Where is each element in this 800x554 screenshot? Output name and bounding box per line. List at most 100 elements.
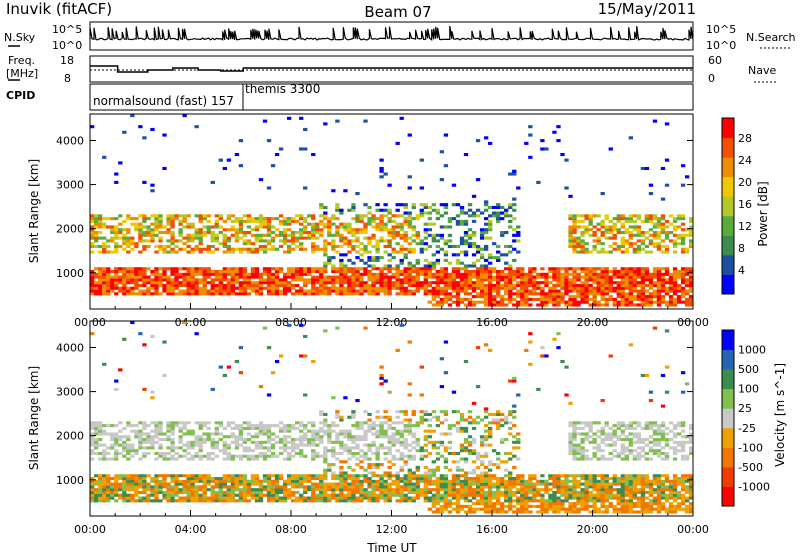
power-cell xyxy=(496,303,501,307)
velocity-cell xyxy=(447,485,453,489)
velocity-cell xyxy=(463,471,469,475)
velocity-cell xyxy=(580,454,585,458)
velocity-cell xyxy=(323,451,328,456)
power-cell xyxy=(150,292,155,296)
power-cell xyxy=(331,242,336,246)
velocity-cell xyxy=(431,415,437,419)
power-cell xyxy=(270,283,276,288)
power-cell xyxy=(307,292,312,296)
power-cell xyxy=(395,281,400,285)
power-cell xyxy=(154,289,159,293)
power-cell xyxy=(556,278,561,282)
velocity-cell xyxy=(311,496,316,500)
velocity-cell xyxy=(303,490,308,495)
velocity-cell xyxy=(524,510,529,514)
velocity-cell xyxy=(512,424,517,428)
velocity-cell xyxy=(504,482,509,486)
velocity-cell xyxy=(146,451,151,456)
velocity-cell xyxy=(500,490,505,495)
power-cell xyxy=(387,242,392,246)
power-cell xyxy=(656,300,662,304)
power-cell xyxy=(230,219,236,223)
velocity-cell xyxy=(387,496,392,500)
velocity-cell xyxy=(343,446,348,450)
power-cell xyxy=(218,281,223,285)
power-cell xyxy=(483,231,489,235)
power-cell xyxy=(375,256,380,260)
power-cell xyxy=(262,247,268,251)
power-cell xyxy=(154,217,159,221)
power-cell xyxy=(552,283,557,288)
power-cell xyxy=(512,208,517,212)
power-cell xyxy=(206,270,211,274)
velocity-cell xyxy=(367,463,372,467)
power-cell xyxy=(423,222,428,226)
velocity-cell xyxy=(327,493,332,497)
power-cell xyxy=(608,278,613,282)
power-cell xyxy=(130,278,135,282)
power-cell xyxy=(496,205,501,210)
velocity-cell xyxy=(206,482,211,486)
power-cell xyxy=(584,292,589,296)
power-cell xyxy=(648,281,654,285)
velocity-cell xyxy=(528,485,533,489)
power-cell xyxy=(375,258,380,262)
velocity-cell xyxy=(114,488,119,492)
power-cell xyxy=(504,261,509,265)
power-cell xyxy=(520,270,525,274)
power-cell xyxy=(479,267,485,271)
power-cell xyxy=(455,283,461,288)
velocity-cell xyxy=(455,482,461,486)
power-cell xyxy=(295,278,300,282)
nsky-label: N.Sky xyxy=(4,31,36,44)
velocity-cell xyxy=(98,432,103,436)
velocity-cell xyxy=(423,454,428,458)
power-cell xyxy=(270,244,276,249)
velocity-cell xyxy=(556,502,561,506)
power-cell xyxy=(475,272,481,276)
power-cell xyxy=(688,244,693,249)
velocity-cell xyxy=(162,373,167,378)
velocity-cell xyxy=(556,504,561,508)
power-cell xyxy=(652,295,658,299)
velocity-cell xyxy=(367,449,372,453)
power-cell xyxy=(588,292,593,296)
velocity-cell xyxy=(443,412,449,417)
power-cell xyxy=(282,219,288,223)
power-cell xyxy=(431,233,437,237)
power-cell xyxy=(299,247,304,251)
velocity-cell xyxy=(114,457,119,461)
velocity-cell xyxy=(307,496,312,500)
power-cell xyxy=(536,281,541,285)
power-cell xyxy=(218,283,223,288)
velocity-cell xyxy=(254,499,260,503)
power-cell xyxy=(355,256,360,260)
velocity-cell xyxy=(419,365,424,369)
power-cell xyxy=(323,261,328,265)
velocity-cell xyxy=(367,465,372,469)
power-cell xyxy=(612,267,617,271)
power-cell xyxy=(471,264,477,268)
power-cell xyxy=(451,244,457,249)
velocity-cell xyxy=(496,457,501,461)
velocity-cell xyxy=(439,504,445,508)
power-cell xyxy=(142,267,147,271)
power-cell xyxy=(668,278,674,282)
power-cell xyxy=(652,275,658,279)
power-cell xyxy=(463,219,469,223)
power-cell xyxy=(447,286,453,290)
velocity-cell xyxy=(158,485,163,489)
power-cell xyxy=(580,239,585,243)
power-cell xyxy=(443,258,449,262)
power-cell xyxy=(375,208,380,212)
velocity-cell xyxy=(451,502,457,506)
power-cell xyxy=(110,289,115,293)
power-cell xyxy=(532,286,537,290)
velocity-cell xyxy=(218,496,223,500)
velocity-cell xyxy=(520,477,525,481)
velocity-cell xyxy=(504,496,509,500)
power-cell xyxy=(142,278,147,282)
power-cell xyxy=(106,225,111,229)
power-cell xyxy=(407,214,412,218)
power-cell xyxy=(379,225,384,229)
